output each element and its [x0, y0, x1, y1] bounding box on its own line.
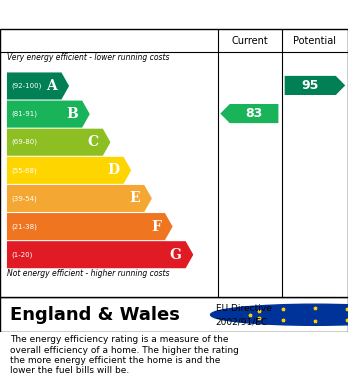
Polygon shape: [7, 129, 111, 156]
Text: 95: 95: [301, 79, 319, 92]
Text: The energy efficiency rating is a measure of the
overall efficiency of a home. T: The energy efficiency rating is a measur…: [10, 335, 239, 375]
Text: (21-38): (21-38): [11, 223, 37, 230]
Text: F: F: [151, 220, 161, 233]
Text: Energy Efficiency Rating: Energy Efficiency Rating: [69, 7, 279, 22]
Text: England & Wales: England & Wales: [10, 306, 180, 324]
Polygon shape: [7, 157, 131, 184]
Text: G: G: [169, 248, 182, 262]
Polygon shape: [7, 213, 173, 240]
Polygon shape: [285, 76, 345, 95]
Text: (81-91): (81-91): [11, 111, 37, 117]
Text: D: D: [107, 163, 119, 178]
Text: A: A: [47, 79, 57, 93]
Polygon shape: [7, 72, 69, 99]
Text: Current: Current: [231, 36, 268, 46]
Text: (92-100): (92-100): [11, 83, 41, 89]
Text: 2002/91/EC: 2002/91/EC: [216, 317, 268, 326]
Text: C: C: [88, 135, 99, 149]
Polygon shape: [7, 185, 152, 212]
Text: (69-80): (69-80): [11, 139, 37, 145]
Text: 83: 83: [245, 107, 263, 120]
Text: (55-68): (55-68): [11, 167, 37, 174]
Text: EU Directive: EU Directive: [216, 304, 272, 313]
Text: E: E: [129, 192, 140, 205]
Circle shape: [211, 304, 348, 325]
Text: Potential: Potential: [293, 36, 337, 46]
Polygon shape: [7, 241, 193, 268]
Text: B: B: [66, 107, 78, 121]
Text: Not energy efficient - higher running costs: Not energy efficient - higher running co…: [7, 269, 169, 278]
Text: Very energy efficient - lower running costs: Very energy efficient - lower running co…: [7, 54, 169, 63]
Polygon shape: [220, 104, 278, 123]
Text: (39-54): (39-54): [11, 195, 37, 202]
Text: (1-20): (1-20): [11, 251, 32, 258]
Polygon shape: [7, 100, 90, 127]
